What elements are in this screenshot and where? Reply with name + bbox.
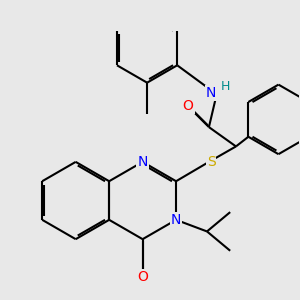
Text: N: N [206, 86, 217, 100]
Text: O: O [137, 270, 148, 284]
Text: N: N [137, 155, 148, 169]
Text: H: H [221, 80, 230, 93]
Text: S: S [207, 155, 215, 169]
Text: O: O [183, 99, 194, 113]
Text: N: N [171, 213, 181, 227]
